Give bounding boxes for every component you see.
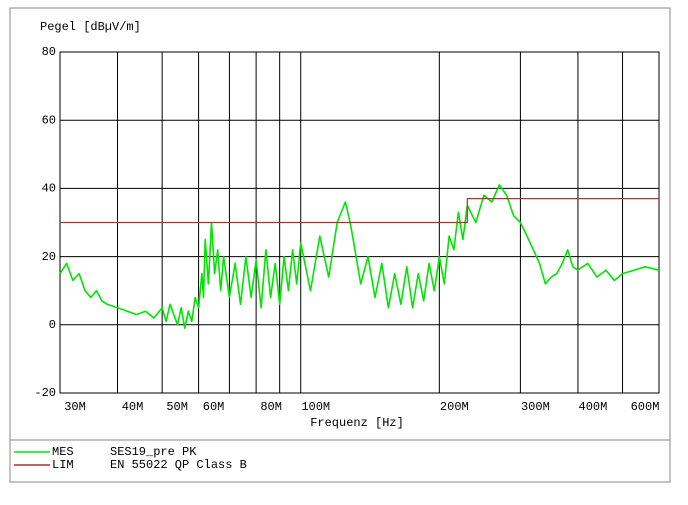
series-line — [59, 184, 660, 329]
x-tick-label: 600M — [631, 400, 660, 414]
y-tick-label: 20 — [42, 250, 56, 264]
legend-description: SES19_pre PK — [110, 445, 197, 459]
y-tick-label: -20 — [34, 386, 56, 400]
legend-name: MES — [52, 445, 74, 459]
y-axis-title: Pegel [dBµV/m] — [40, 20, 141, 34]
y-tick-label: 40 — [42, 182, 56, 196]
y-tick-label: 60 — [42, 113, 56, 127]
x-axis-title: Frequenz [Hz] — [310, 416, 404, 430]
x-tick-label: 100M — [301, 400, 330, 414]
x-tick-label: 50M — [166, 400, 188, 414]
x-tick-label: 200M — [440, 400, 469, 414]
legend-description: EN 55022 QP Class B — [110, 458, 247, 472]
series-line — [60, 198, 659, 224]
x-tick-label: 40M — [122, 400, 144, 414]
frame — [9, 7, 671, 483]
legend-name: LIM — [52, 458, 74, 472]
x-tick-label: 80M — [260, 400, 282, 414]
x-tick-label: 300M — [521, 400, 550, 414]
x-tick-label: 60M — [203, 400, 225, 414]
x-tick-label: 400M — [579, 400, 608, 414]
y-tick-label: 80 — [42, 45, 56, 59]
x-tick-label: 30M — [64, 400, 86, 414]
y-tick-label: 0 — [49, 318, 56, 332]
